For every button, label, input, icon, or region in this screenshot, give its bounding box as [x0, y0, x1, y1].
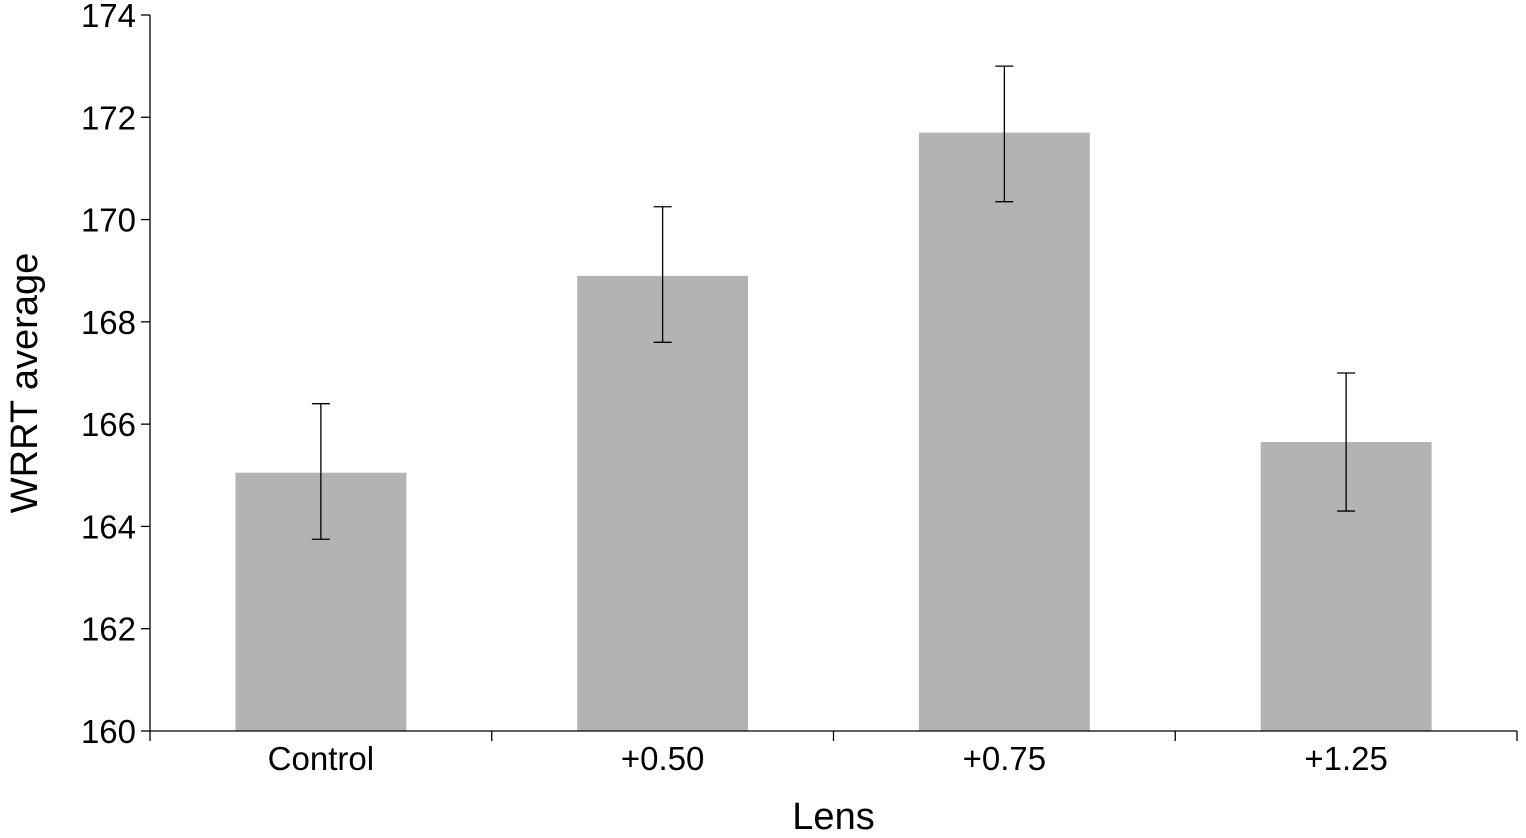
- x-tick-label: +1.25: [1304, 740, 1388, 777]
- y-tick-label: 164: [81, 508, 136, 545]
- x-ticks: Control +0.50 +0.75 +1.25: [149, 731, 1518, 777]
- error-bars-layer: [311, 65, 1356, 540]
- y-tick-label: 170: [81, 202, 136, 239]
- y-tick-label: 168: [81, 304, 136, 341]
- y-axis-title: WRRT average: [4, 253, 46, 513]
- y-tick-label: 166: [81, 406, 136, 443]
- x-axis-title: Lens: [792, 796, 874, 838]
- bar: [577, 275, 749, 731]
- bar: [918, 132, 1090, 732]
- y-tick-label: 172: [81, 99, 136, 136]
- x-tick-label: Control: [268, 740, 374, 777]
- x-tick-label: +0.50: [621, 740, 705, 777]
- y-tick-label: 160: [81, 713, 136, 750]
- y-ticks: 160 162 164 166 168 170 172 174: [81, 0, 150, 750]
- x-tick-label: +0.75: [963, 740, 1047, 777]
- y-tick-label: 174: [81, 0, 136, 34]
- error-bar: [1337, 372, 1356, 512]
- error-bar: [995, 65, 1014, 203]
- y-tick-label: 162: [81, 611, 136, 648]
- error-bar: [653, 206, 672, 343]
- bars-layer: [235, 132, 1432, 732]
- error-bar: [311, 403, 330, 540]
